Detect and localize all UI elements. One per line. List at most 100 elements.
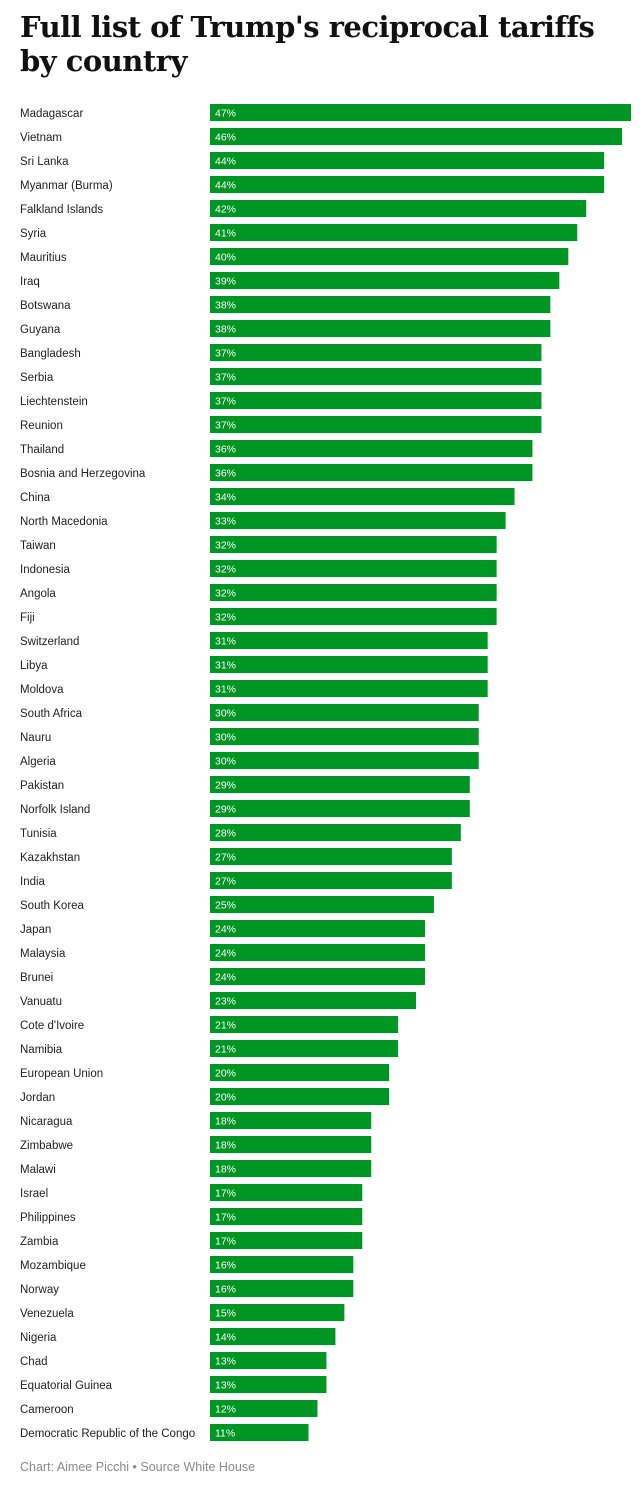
category-label: Liechtenstein [20,396,88,408]
value-label: 31% [215,684,236,696]
category-label: Iraq [20,276,40,288]
value-label: 38% [215,324,236,336]
category-label: Thailand [20,444,64,456]
bar [210,704,479,721]
value-label: 21% [215,1044,236,1056]
bar [210,104,631,121]
category-label: Sri Lanka [20,156,69,168]
value-label: 24% [215,948,236,960]
category-label: Bangladesh [20,348,81,360]
category-label: Zambia [20,1236,59,1248]
value-label: 32% [215,588,236,600]
category-label: Reunion [20,420,63,432]
value-label: 40% [215,252,236,264]
bar [210,1304,345,1321]
category-label: Philippines [20,1212,76,1224]
category-label: Brunei [20,972,53,984]
value-label: 24% [215,972,236,984]
category-label: South Korea [20,900,85,912]
value-label: 17% [215,1236,236,1248]
bar [210,200,587,217]
bar [210,1136,372,1153]
category-label: Falkland Islands [20,204,103,216]
category-label: Democratic Republic of the Congo [20,1428,195,1440]
category-label: Libya [20,660,48,672]
category-label: Myanmar (Burma) [20,180,113,192]
bar [210,1232,363,1249]
value-label: 37% [215,396,236,408]
value-label: 30% [215,732,236,744]
bar [210,560,497,577]
value-label: 37% [215,420,236,432]
value-label: 16% [215,1260,236,1272]
bar [210,1400,318,1417]
category-label: Botswana [20,300,71,312]
bar [210,1328,336,1345]
bar [210,392,542,409]
value-label: 13% [215,1380,236,1392]
value-label: 12% [215,1404,236,1416]
bar [210,1064,390,1081]
bar [210,488,515,505]
value-label: 20% [215,1092,236,1104]
bar [210,416,542,433]
bar-chart: Madagascar 47% Vietnam 46% Sri Lanka 44% Myanm… [20,104,631,1441]
category-label: Bosnia and Herzegovina [20,468,146,480]
category-label: Cote d'Ivoire [20,1020,84,1032]
bar [210,992,417,1009]
value-label: 44% [215,180,236,192]
value-label: 46% [215,132,236,144]
value-label: 41% [215,228,236,240]
category-label: Nigeria [20,1332,57,1344]
bar [210,440,533,457]
bar [210,728,479,745]
category-label: Chad [20,1356,48,1368]
bar [210,632,488,649]
value-label: 47% [215,108,236,120]
bar [210,872,452,889]
bar [210,752,479,769]
category-label: Moldova [20,684,64,696]
value-label: 27% [215,852,236,864]
bar [210,368,542,385]
category-label: Algeria [20,756,56,768]
bar [210,1256,354,1273]
category-label: North Macedonia [20,516,108,528]
category-label: Fiji [20,612,35,624]
chart-credit: Chart: Aimee Picchi • Source White House [20,1460,256,1474]
category-label: Norway [20,1284,59,1296]
bar [210,1088,390,1105]
value-label: 18% [215,1164,236,1176]
value-label: 32% [215,612,236,624]
category-label: Nauru [20,732,51,744]
value-label: 14% [215,1332,236,1344]
value-label: 37% [215,372,236,384]
value-label: 13% [215,1356,236,1368]
bar [210,1280,354,1297]
value-label: 33% [215,516,236,528]
value-label: 44% [215,156,236,168]
category-label: Israel [20,1188,48,1200]
value-label: 18% [215,1116,236,1128]
value-label: 21% [215,1020,236,1032]
category-label: Cameroon [20,1404,74,1416]
value-label: 24% [215,924,236,936]
bar [210,944,425,961]
value-label: 30% [215,708,236,720]
category-label: Syria [20,228,47,240]
category-label: Equatorial Guinea [20,1380,113,1392]
value-label: 17% [215,1212,236,1224]
category-label: Norfolk Island [20,804,90,816]
category-label: Namibia [20,1044,63,1056]
value-label: 29% [215,780,236,792]
category-label: European Union [20,1068,103,1080]
value-label: 38% [215,300,236,312]
category-label: Vietnam [20,132,62,144]
value-label: 32% [215,540,236,552]
category-label: Pakistan [20,780,64,792]
category-label: Kazakhstan [20,852,80,864]
bar [210,224,578,241]
value-label: 15% [215,1308,236,1320]
bar [210,968,425,985]
bar [210,1376,327,1393]
